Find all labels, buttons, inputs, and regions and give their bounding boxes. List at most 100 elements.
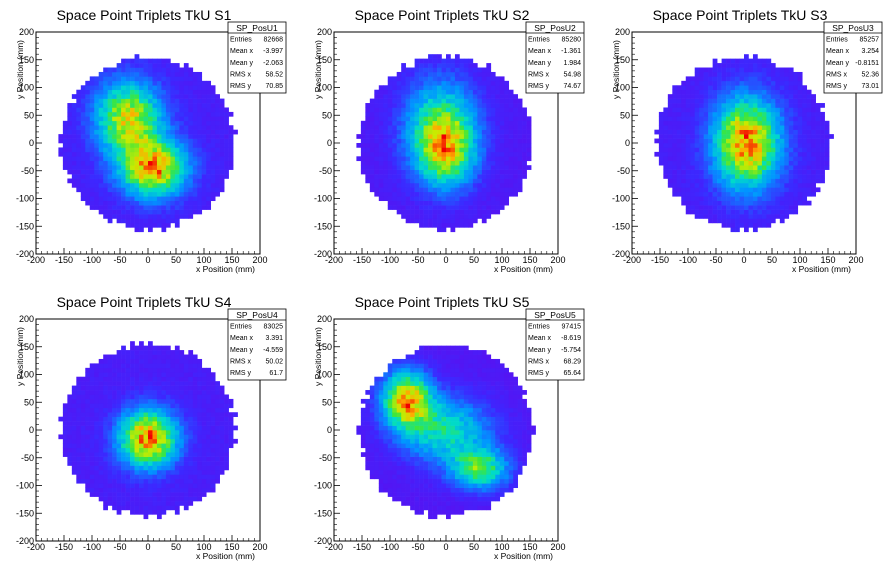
y-tick-label: -150 (16, 221, 34, 231)
heatmap-bin (174, 474, 180, 480)
heatmap-bin (392, 111, 398, 117)
heatmap-bin (490, 89, 496, 95)
heatmap-bin (481, 165, 487, 170)
heatmap-bin (139, 469, 144, 475)
heatmap-bin (98, 376, 104, 382)
heatmap-bin (477, 156, 483, 162)
heatmap-bin (441, 125, 447, 130)
heatmap-bin (89, 111, 95, 117)
heatmap-bin (432, 205, 438, 210)
heatmap-bin (499, 129, 505, 135)
heatmap-bin (672, 94, 678, 99)
heatmap-bin (676, 103, 682, 108)
heatmap-bin (71, 103, 77, 108)
heatmap-bin (116, 169, 122, 175)
heatmap-bin (685, 129, 691, 135)
heatmap-bin (206, 89, 212, 95)
heatmap-bin (441, 111, 447, 117)
heatmap-bin (156, 461, 162, 466)
heatmap-bin (797, 120, 803, 126)
heatmap-bin (219, 138, 225, 144)
heatmap-bin (708, 107, 713, 113)
heatmap-bin (134, 191, 140, 197)
heatmap-bin (752, 103, 758, 108)
heatmap-bin (761, 111, 767, 117)
heatmap-bin (410, 218, 415, 224)
heatmap-bin (446, 71, 451, 77)
heatmap-bin (121, 120, 126, 126)
heatmap-bin (165, 80, 171, 86)
heatmap-bin (76, 129, 82, 135)
heatmap-bin (98, 76, 104, 82)
heatmap-bin (726, 107, 731, 113)
heatmap-bin (148, 178, 153, 184)
heatmap-bin (757, 209, 763, 215)
heatmap-bin (757, 94, 763, 99)
heatmap-bin (676, 147, 682, 153)
heatmap-bin (405, 151, 411, 157)
heatmap-bin (156, 487, 162, 493)
heatmap-bin (739, 205, 745, 210)
heatmap-bins (356, 54, 532, 233)
heatmap-bin (685, 80, 691, 86)
heatmap-bin (739, 156, 745, 162)
heatmap-bin (228, 143, 234, 148)
heatmap-bin (125, 138, 131, 144)
heatmap-bin (414, 76, 420, 82)
heatmap-bin (797, 160, 803, 166)
heatmap-bin (183, 421, 189, 426)
heatmap-bin (779, 143, 785, 148)
heatmap-bin (428, 129, 433, 135)
heatmap-bin (228, 147, 234, 153)
heatmap-bin (374, 143, 380, 148)
heatmap-bin (387, 125, 393, 130)
heatmap-bin (499, 160, 505, 166)
heatmap-bin (770, 182, 776, 188)
heatmap-bin (694, 120, 700, 126)
heatmap-bin (779, 214, 785, 219)
y-tick-label: -200 (612, 249, 630, 259)
heatmap-bin (829, 134, 834, 139)
heatmap-bin (454, 129, 460, 135)
y-tick-label: 200 (317, 27, 332, 37)
heatmap-bin (156, 98, 162, 104)
heatmap-bin (156, 191, 162, 197)
heatmap-bin (192, 196, 198, 202)
heatmap-bin (477, 120, 483, 126)
heatmap-bin (134, 103, 140, 108)
heatmap-bin (188, 350, 194, 355)
heatmap-bin (477, 67, 483, 73)
heatmap-bin (139, 461, 144, 466)
heatmap-bin (446, 134, 451, 139)
heatmap-bin (188, 430, 194, 435)
heatmap-bin (156, 196, 162, 202)
heatmap-bin (739, 134, 745, 139)
heatmap-bin (748, 80, 754, 86)
heatmap-bin (134, 501, 140, 506)
heatmap-bin (513, 151, 518, 157)
heatmap-bin (98, 447, 104, 453)
heatmap-bin (179, 363, 185, 369)
heatmap-bin (423, 107, 429, 113)
heatmap-bin (188, 492, 194, 497)
heatmap-bin (152, 438, 158, 444)
heatmap-bin (152, 394, 158, 400)
heatmap-bin (802, 174, 808, 179)
heatmap-bin (699, 67, 704, 73)
heatmap-bin (806, 103, 812, 108)
heatmap-bin (717, 71, 722, 77)
heatmap-bin (708, 85, 713, 91)
heatmap-bin (499, 116, 505, 122)
heatmap-bin (152, 218, 158, 224)
heatmap-bin (143, 76, 149, 82)
heatmap-bin (797, 174, 803, 179)
heatmap-bin (148, 461, 153, 466)
heatmap-bin (676, 111, 682, 117)
heatmap-bin (125, 478, 131, 484)
heatmap-bin (654, 138, 660, 144)
heatmap-bin (71, 438, 77, 444)
heatmap-bin (130, 443, 135, 449)
heatmap-bin (815, 138, 821, 144)
heatmap-bin (797, 107, 803, 113)
heatmap-bin (76, 147, 82, 153)
